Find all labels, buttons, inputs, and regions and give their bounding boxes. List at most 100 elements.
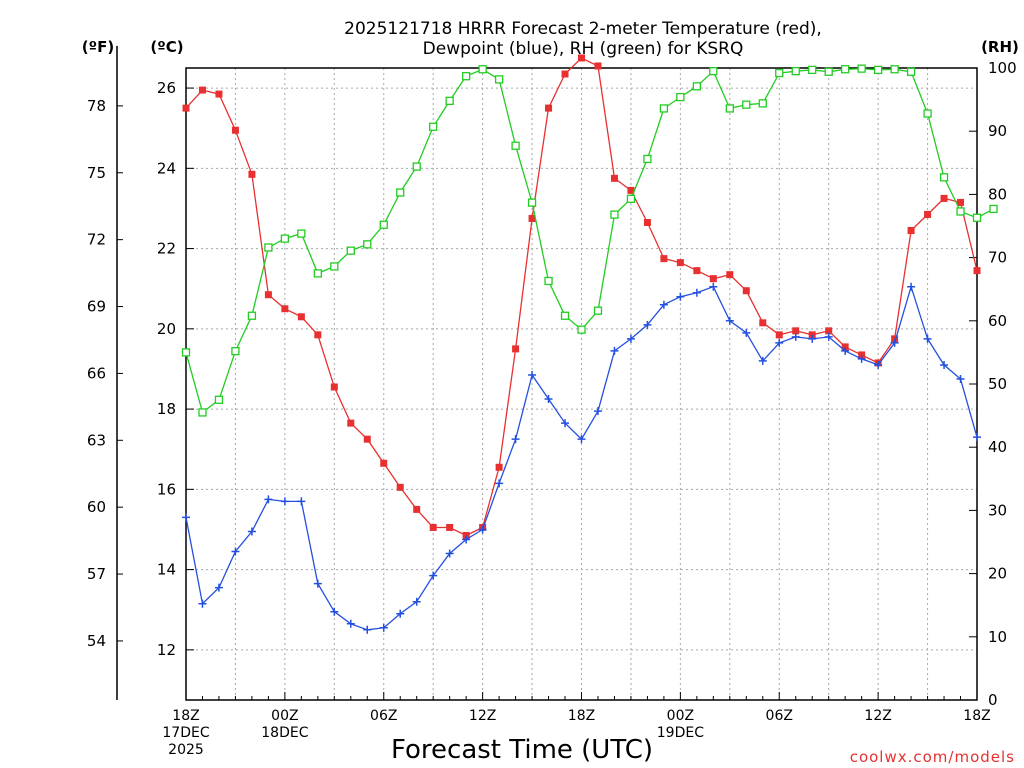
- x-tick-label: 06Z: [370, 708, 397, 724]
- rh-point: [544, 276, 553, 286]
- temperature-point: [363, 435, 371, 443]
- fahrenheit-tick-label: 78: [87, 97, 106, 115]
- rh-point: [511, 141, 520, 150]
- temperature-point: [775, 331, 783, 339]
- x-tick-label: 18DEC: [261, 725, 308, 741]
- dewpoint-point: [528, 370, 537, 379]
- dewpoint-point: [841, 346, 850, 355]
- dewpoint-point: [890, 338, 899, 347]
- dewpoint-point: [231, 547, 240, 556]
- dewpoint-point: [445, 549, 454, 558]
- chart-title-line2: Dewpoint (blue), RH (green) for KSRQ: [423, 39, 744, 59]
- temperature-point: [643, 218, 651, 226]
- dewpoint-point: [478, 525, 487, 534]
- dewpoint-point: [182, 513, 190, 522]
- rh-point: [643, 154, 652, 164]
- rh-point: [330, 262, 339, 271]
- temperature-point: [215, 90, 223, 98]
- temperature-point: [808, 331, 816, 339]
- celsius-tick-label: 24: [157, 159, 176, 177]
- rh-tick-label: 0: [988, 691, 998, 709]
- celsius-tick-label: 26: [157, 79, 176, 97]
- dewpoint-point: [610, 346, 619, 355]
- rh-point: [363, 240, 372, 249]
- rh-point: [923, 109, 932, 118]
- rh-tick-label: 40: [988, 438, 1007, 456]
- fahrenheit-tick-label: 57: [87, 565, 106, 583]
- temperature-point: [462, 531, 470, 539]
- rh-point: [758, 99, 767, 108]
- rh-point: [478, 65, 487, 74]
- chart-title-line1: 2025121718 HRRR Forecast 2-meter Tempera…: [344, 19, 822, 39]
- rh-point: [824, 67, 833, 76]
- fahrenheit-tick-label: 60: [87, 498, 106, 516]
- temperature-point: [297, 313, 305, 321]
- dewpoint-point: [775, 338, 784, 347]
- rh-point: [939, 173, 949, 182]
- rh-point: [412, 162, 421, 171]
- rh-point: [429, 122, 438, 131]
- dewpoint-point: [659, 300, 668, 309]
- celsius-tick-label: 20: [157, 320, 176, 338]
- temperature-point: [858, 351, 866, 359]
- dewpoint-point: [593, 407, 602, 416]
- series-dewpoint: [182, 282, 981, 634]
- x-tick-label: 18Z: [172, 708, 199, 724]
- series-rh: [181, 64, 998, 417]
- dewpoint-point: [956, 374, 965, 383]
- fahrenheit-tick-label: 63: [87, 431, 106, 449]
- x-tick-label: 00Z: [271, 708, 298, 724]
- temperature-point: [495, 463, 503, 471]
- dewpoint-point: [923, 334, 932, 343]
- x-axis-title: Forecast Time (UTC): [391, 735, 653, 765]
- rh-point: [231, 346, 240, 356]
- fahrenheit-tick-label: 54: [87, 632, 106, 650]
- temperature-point: [281, 305, 289, 313]
- rh-point: [198, 408, 207, 417]
- rh-tick-label: 70: [988, 249, 1007, 267]
- x-tick-label: 18Z: [963, 708, 990, 724]
- rh-point: [527, 198, 537, 207]
- rh-point: [593, 306, 603, 315]
- temperature-point: [231, 126, 239, 134]
- dewpoint-point: [577, 435, 586, 444]
- rh-point: [461, 72, 471, 81]
- dewpoint-point: [330, 607, 339, 616]
- series-temperature: [182, 54, 981, 539]
- rh-point: [610, 210, 619, 219]
- temperature-point: [676, 259, 684, 267]
- credit-label: coolwx.com/models: [850, 748, 1015, 766]
- temperature-point: [660, 255, 668, 263]
- rh-point: [577, 325, 586, 334]
- temperature-point: [940, 194, 948, 202]
- dewpoint-point: [940, 360, 949, 369]
- dewpoint-point: [346, 619, 355, 628]
- dewpoint-point: [725, 316, 734, 325]
- rh-tick-label: 60: [988, 312, 1007, 330]
- rh-point: [280, 234, 290, 243]
- rh-point: [742, 100, 751, 109]
- temperature-point: [413, 505, 421, 513]
- fahrenheit-tick-label: 72: [87, 231, 106, 249]
- dewpoint-point: [462, 535, 471, 544]
- temperature-point: [841, 343, 849, 351]
- rh-tick-label: 90: [988, 122, 1007, 140]
- rh-tick-label: 30: [988, 501, 1007, 519]
- dewpoint-point: [676, 292, 685, 301]
- rh-tick-label: 50: [988, 375, 1007, 393]
- temperature-point: [957, 198, 965, 206]
- dewpoint-point: [544, 395, 553, 404]
- celsius-unit-label: (ºC): [150, 38, 183, 56]
- x-tick-label: 12Z: [469, 708, 496, 724]
- rh-point: [626, 194, 636, 203]
- temperature-point: [907, 227, 915, 235]
- temperature-point: [528, 214, 536, 222]
- temperature-point: [973, 267, 981, 275]
- rh-point: [972, 213, 982, 222]
- dewpoint-point: [379, 623, 388, 632]
- dewpoint-point: [429, 571, 438, 580]
- rh-point: [676, 92, 685, 102]
- temperature-point: [627, 186, 635, 194]
- temperature-point: [347, 419, 355, 427]
- temperature-point: [396, 483, 404, 491]
